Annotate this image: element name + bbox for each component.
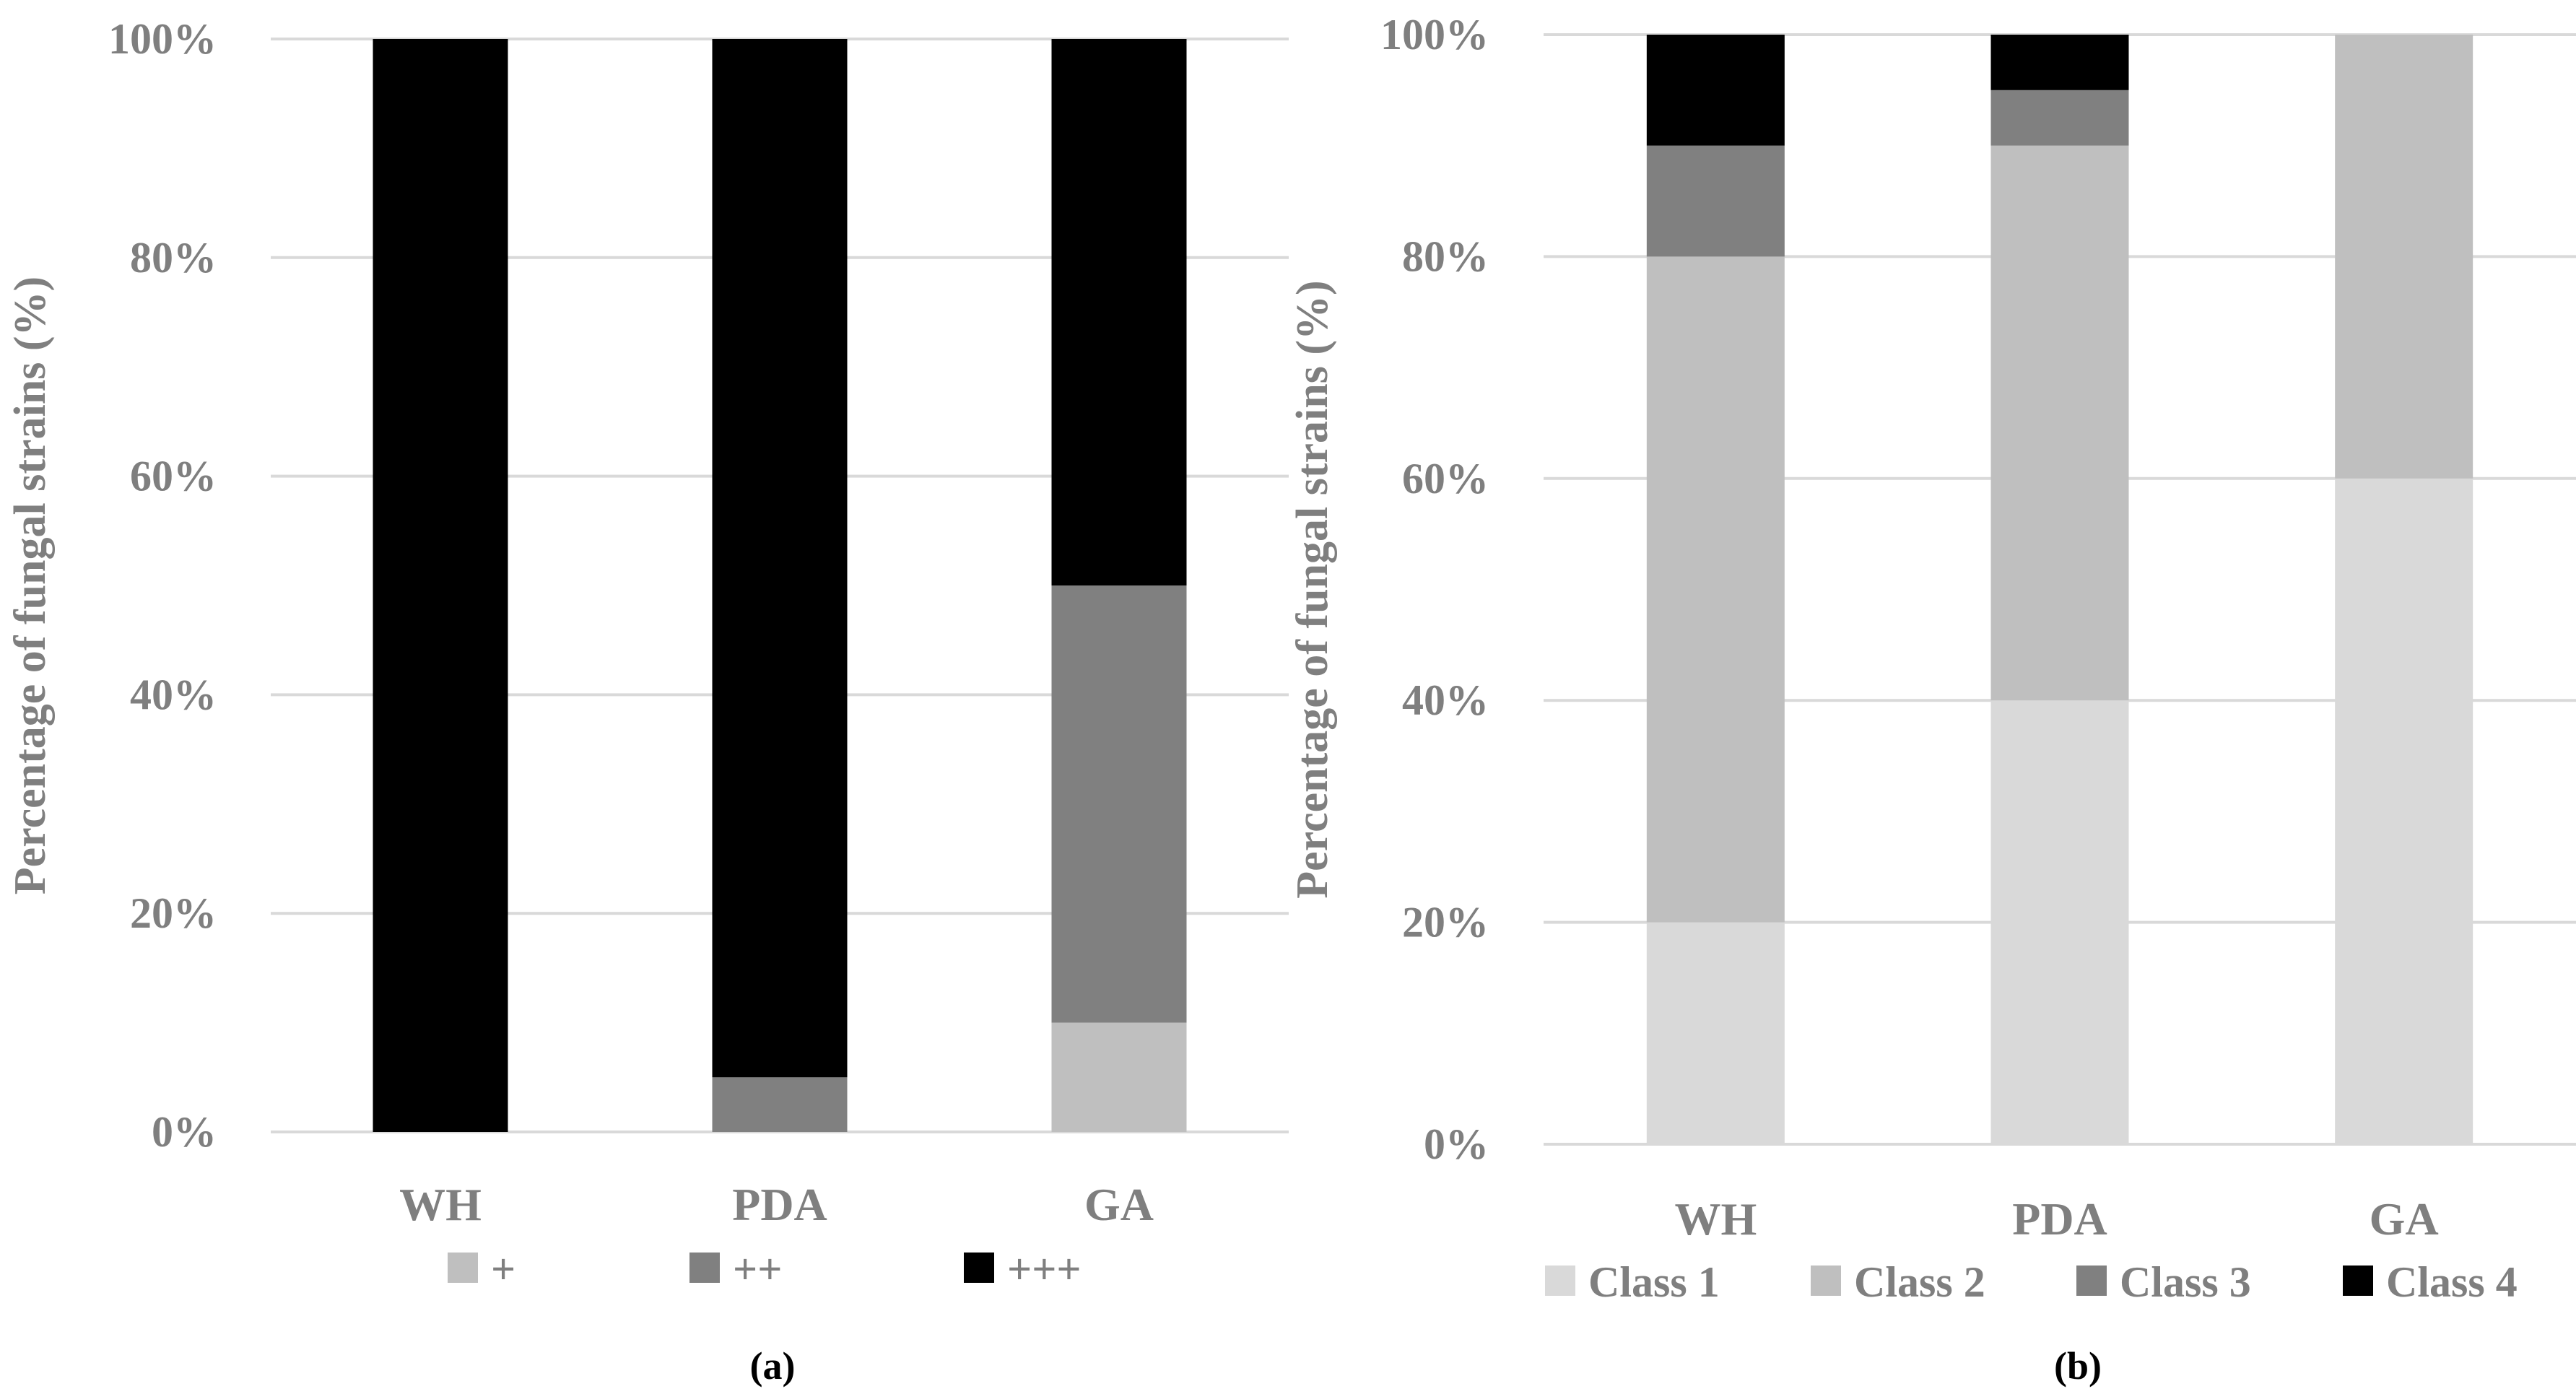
y-tick-label: 40%	[130, 671, 217, 718]
bar-segment-wh-plusplusplus	[373, 39, 508, 1132]
x-category-label: WH	[1674, 1193, 1757, 1245]
legend-label: Class 1	[1588, 1258, 1720, 1306]
bar-segment-pda-class-4	[1990, 35, 2129, 90]
y-axis-title: Percentage of fungal strains (%)	[6, 276, 55, 894]
x-category-label: GA	[1084, 1179, 1154, 1230]
bar-segment-wh-class-2	[1646, 256, 1785, 923]
legend-swatch-class-4	[2343, 1266, 2373, 1296]
bar-segment-pda-class-2	[1990, 145, 2129, 701]
legend-swatch-plusplus	[689, 1253, 720, 1283]
legend-swatch-class-2	[1811, 1266, 1841, 1296]
legend-label: +	[491, 1245, 515, 1293]
y-tick-label: 100%	[108, 15, 217, 63]
y-tick-label: 60%	[1402, 455, 1489, 502]
bar-segment-pda-plusplus	[712, 1077, 848, 1132]
bar-segment-wh-class-4	[1646, 35, 1785, 146]
legend-swatch-class-1	[1545, 1266, 1575, 1296]
y-tick-label: 100%	[1380, 11, 1489, 58]
legend: + ++ +++	[448, 1245, 1082, 1293]
bar-segment-pda-plusplusplus	[712, 39, 848, 1078]
y-tick-label: 60%	[130, 453, 217, 500]
bar-segment-wh-class-3	[1646, 145, 1785, 257]
legend-swatch-class-3	[2076, 1266, 2107, 1296]
legend-swatch-plusplusplus	[964, 1253, 994, 1283]
bar-segment-ga-class-2	[2335, 35, 2473, 479]
bar-segment-ga-class-1	[2335, 478, 2473, 1144]
bar-segment-ga-plusplusplus	[1051, 39, 1187, 585]
legend-swatch-plus	[448, 1253, 478, 1283]
bar-segment-pda-class-3	[1990, 90, 2129, 146]
legend-label: Class 3	[2120, 1258, 2251, 1306]
x-category-label: WH	[399, 1179, 482, 1230]
bar-segment-ga-plus	[1051, 1022, 1187, 1132]
y-tick-label: 0%	[152, 1108, 217, 1156]
chart-panel-a: 0% 20% 40% 60% 80% 100% Percentage of fungal s…	[6, 15, 1289, 1388]
x-category-label: PDA	[2012, 1193, 2107, 1245]
legend: Class 1 Class 2 Class 3 Class 4	[1545, 1258, 2518, 1306]
legend-label: Class 2	[1854, 1258, 1985, 1306]
y-tick-label: 80%	[130, 234, 217, 282]
y-tick-label: 80%	[1402, 232, 1489, 280]
bar-segment-ga-plusplus	[1051, 585, 1187, 1023]
y-tick-label: 0%	[1424, 1120, 1489, 1168]
x-category-label: GA	[2370, 1193, 2439, 1245]
x-category-label: PDA	[732, 1179, 827, 1230]
legend-label: ++	[733, 1245, 782, 1293]
y-axis-title: Percentage of fungal strains (%)	[1288, 280, 1337, 898]
bar-segment-wh-class-1	[1646, 922, 1785, 1144]
bar-segment-pda-class-1	[1990, 700, 2129, 1144]
chart-panel-b: 0% 20% 40% 60% 80% 100% Percentage of fungal s…	[1288, 11, 2576, 1388]
legend-label: +++	[1007, 1245, 1082, 1293]
panel-label: (a)	[750, 1344, 796, 1388]
y-tick-label: 40%	[1402, 676, 1489, 724]
y-tick-label: 20%	[1402, 899, 1489, 946]
legend-label: Class 4	[2386, 1258, 2518, 1306]
panel-label: (b)	[2054, 1344, 2102, 1388]
y-tick-label: 20%	[130, 889, 217, 937]
